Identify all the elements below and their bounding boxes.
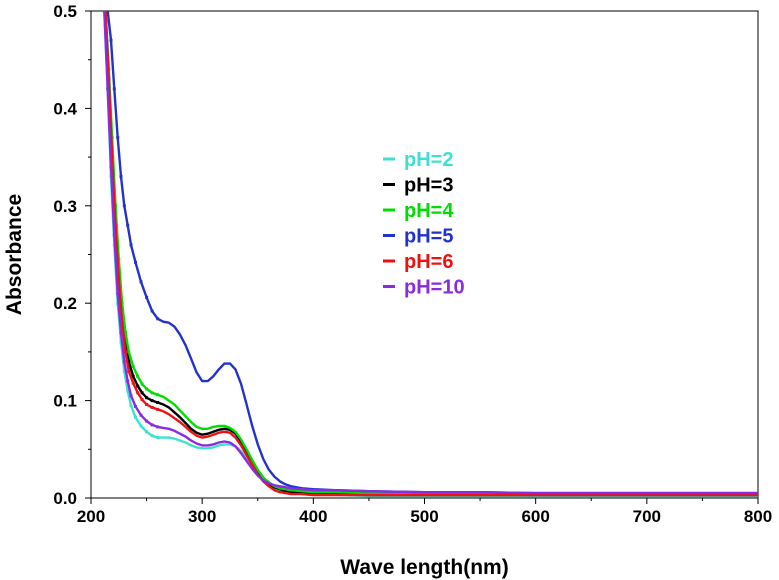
y-tick-label: 0.5 [53,2,77,21]
data-point [150,434,154,438]
data-point [129,243,133,247]
data-point [119,175,123,179]
data-point [117,277,121,281]
data-point [140,391,144,395]
data-point [127,369,131,373]
x-tick-label: 200 [77,507,105,526]
legend-label: pH=4 [404,200,454,222]
data-point [145,430,149,434]
data-point [112,87,116,91]
data-point [131,381,135,385]
data-point [109,38,113,42]
data-point [156,407,160,411]
data-point [134,415,137,419]
data-point [134,260,137,264]
data-point [139,424,143,428]
data-point [120,321,124,325]
data-point [136,391,140,395]
data-point [126,223,130,227]
data-point [116,136,120,140]
data-point [150,391,154,395]
data-point [150,405,154,409]
data-point [150,399,154,403]
data-point [131,365,135,368]
data-point [145,387,149,391]
data-point [102,11,106,13]
data-point [136,384,140,388]
data-point [139,413,143,417]
legend-label: pH=10 [404,277,465,299]
data-point [107,77,111,81]
series-points-pH-10 [102,11,160,429]
data-point [126,389,130,393]
data-point [145,419,149,423]
data-point [122,360,126,364]
data-point [106,87,110,91]
data-point [156,436,160,440]
x-tick-label: 700 [633,507,661,526]
y-tick-label: 0.1 [53,392,77,411]
data-point [126,379,130,383]
data-point [145,295,149,299]
data-point [127,350,131,354]
y-tick-label: 0.4 [53,99,77,118]
data-point [110,155,114,159]
legend-label: pH=6 [404,251,453,273]
data-point [116,292,120,295]
data-point [134,404,137,408]
data-point [119,330,123,334]
x-axis-ticks: 200 300 400 500 600 700 800 [77,498,772,526]
data-point [120,301,124,305]
y-axis-ticks: 0.0 0.1 0.2 0.3 0.4 0.5 [53,2,91,508]
series-layer [102,11,758,498]
x-tick-label: 400 [299,507,327,526]
data-point [109,165,113,169]
data-point [129,404,133,407]
data-point [150,309,154,313]
data-point [131,374,135,378]
legend: pH=2 pH=3 pH=4 pH=5 pH=6 pH=10 [383,149,465,299]
data-point [106,11,110,13]
data-point [124,330,127,334]
data-point [150,423,154,427]
data-point [122,204,126,208]
data-point [112,233,116,237]
data-point [136,374,140,378]
data-point [139,280,143,284]
data-point [156,393,160,397]
data-point [145,396,149,400]
x-tick-label: 500 [410,507,438,526]
x-tick-label: 300 [188,507,216,526]
x-axis-title: Wave length(nm) [340,556,508,579]
y-axis-title: Absorbance [3,194,26,315]
data-point [127,360,131,364]
data-point [122,369,126,373]
legend-label: pH=3 [404,175,453,197]
data-point [156,401,160,404]
legend-label: pH=2 [404,149,453,171]
plot-area [90,10,759,499]
series-points-pH-5 [106,11,160,321]
y-tick-label: 0.2 [53,294,77,313]
data-point [124,350,127,354]
data-point [156,425,160,429]
y-tick-label: 0.0 [53,489,77,508]
x-tick-label: 600 [521,507,549,526]
data-point [156,317,160,321]
data-point [140,382,144,386]
y-tick-label: 0.3 [53,197,77,216]
data-point [114,223,117,227]
data-point [145,403,149,406]
data-point [129,394,133,398]
x-tick-label: 800 [744,507,772,526]
legend-label: pH=5 [404,226,453,248]
data-point [140,398,144,402]
